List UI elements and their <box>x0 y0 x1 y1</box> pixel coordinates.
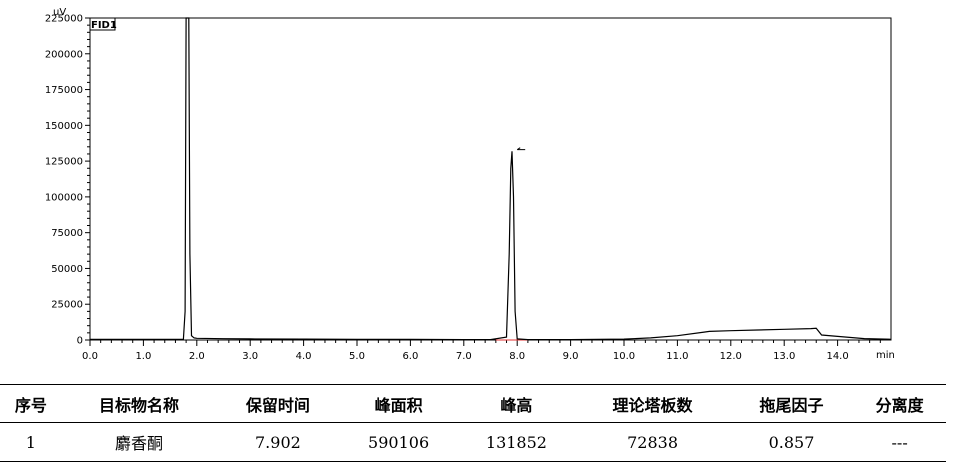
x-tick-label: 7.0 <box>456 351 472 362</box>
header-tailing-factor: 拖尾因子 <box>729 384 854 423</box>
cell-tailing-factor: 0.857 <box>729 422 854 462</box>
y-tick-label: 75000 <box>51 228 83 239</box>
header-resolution: 分离度 <box>853 384 946 423</box>
results-table: 序号 目标物名称 保留时间 峰面积 峰高 理论塔板数 拖尾因子 分离度 1 麝香… <box>0 384 946 462</box>
x-tick-label: 2.0 <box>189 351 205 362</box>
table-header-row: 序号 目标物名称 保留时间 峰面积 峰高 理论塔板数 拖尾因子 分离度 <box>0 384 946 423</box>
y-tick-label: 125000 <box>45 157 83 168</box>
x-tick-label: 12.0 <box>720 351 742 362</box>
legend-box: FID1 <box>89 17 117 31</box>
series-line <box>90 17 892 341</box>
cell-peak-area: 590106 <box>339 422 458 462</box>
x-tick-label: 5.0 <box>349 351 365 362</box>
y-tick-label: 100000 <box>45 192 83 203</box>
header-theoretical-plates: 理论塔板数 <box>575 384 730 423</box>
cell-resolution: --- <box>853 422 946 462</box>
x-tick-label: 11.0 <box>666 351 688 362</box>
x-tick-label: 0.0 <box>82 351 98 362</box>
y-tick-label: 175000 <box>45 85 83 96</box>
y-tick-label: 200000 <box>45 49 83 60</box>
x-tick-label: 9.0 <box>563 351 579 362</box>
y-tick-label: 225000 <box>45 14 83 25</box>
y-tick-label: 25000 <box>51 300 83 311</box>
x-tick-label: 4.0 <box>296 351 312 362</box>
x-tick-label: 3.0 <box>242 351 258 362</box>
x-tick-label: 14.0 <box>826 351 848 362</box>
header-peak-area: 峰面积 <box>339 384 458 423</box>
legend-label: FID1 <box>91 20 117 31</box>
header-retention-time: 保留时间 <box>216 384 340 423</box>
y-tick-label: 50000 <box>51 264 83 275</box>
x-axis-unit-label: min <box>876 350 895 361</box>
cell-peak-height: 131852 <box>457 422 576 462</box>
y-tick-label: 0 <box>77 336 83 347</box>
cell-target-name: 麝香酮 <box>61 422 217 462</box>
header-peak-height: 峰高 <box>457 384 576 423</box>
y-axis-unit-label: uV <box>53 7 66 18</box>
y-axis: 0 25000 50000 75000 100000 125000 150000 175000… <box>45 14 90 347</box>
x-tick-label: 10.0 <box>613 351 635 362</box>
x-axis: 0.0 1.0 2.0 3.0 4.0 5.0 6.0 7.0 8.0 9.0 10.0 11.0 12… <box>82 340 881 362</box>
header-index: 序号 <box>0 384 62 423</box>
cell-retention-time: 7.902 <box>216 422 340 462</box>
peak-marker <box>516 147 526 151</box>
x-tick-label: 1.0 <box>135 351 151 362</box>
cell-index: 1 <box>0 422 62 462</box>
x-tick-label: 6.0 <box>402 351 418 362</box>
y-tick-label: 150000 <box>45 121 83 132</box>
cell-theoretical-plates: 72838 <box>575 422 730 462</box>
x-tick-label: 8.0 <box>509 351 525 362</box>
x-tick-label: 13.0 <box>773 351 795 362</box>
header-target-name: 目标物名称 <box>61 384 217 423</box>
table-row: 1 麝香酮 7.902 590106 131852 72838 0.857 --… <box>0 422 946 462</box>
chromatogram-chart: 0 25000 50000 75000 100000 125000 150000 175000… <box>45 7 895 362</box>
chart-marks <box>90 17 892 341</box>
plot-frame <box>89 17 892 341</box>
